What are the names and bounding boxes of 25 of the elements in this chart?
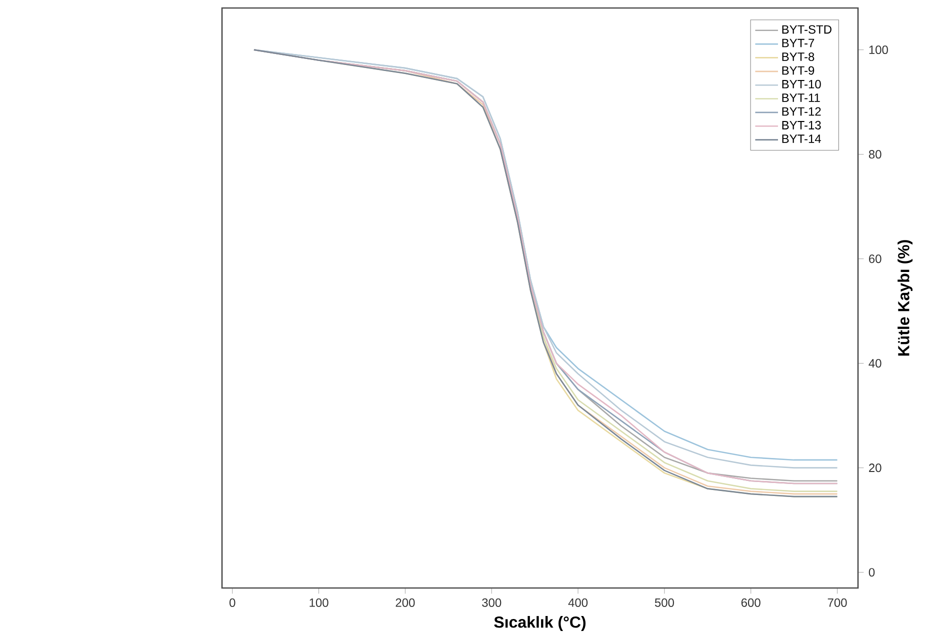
legend-label: BYT-11 bbox=[782, 93, 820, 102]
x-tick-label: 200 bbox=[396, 598, 415, 607]
x-tick-label: 400 bbox=[568, 598, 588, 607]
legend-label: BYT-12 bbox=[782, 107, 821, 116]
x-tick-label: 700 bbox=[828, 598, 847, 607]
legend-label: BYT-14 bbox=[782, 134, 821, 143]
y-tick-label: 0 bbox=[868, 568, 875, 576]
legend-label: BYT-10 bbox=[782, 80, 821, 88]
legend-label: BYT-13 bbox=[782, 120, 821, 130]
x-tick-label: 500 bbox=[654, 598, 674, 607]
legend-label: BYT-7 bbox=[782, 38, 814, 47]
legend-label: BYT-9 bbox=[782, 66, 814, 75]
x-tick-label: 100 bbox=[310, 598, 328, 607]
y-tick-label: 60 bbox=[869, 254, 882, 263]
x-tick-label: 300 bbox=[482, 598, 502, 607]
y-tick-label: 80 bbox=[868, 150, 882, 158]
legend-label: BYT-STD bbox=[782, 24, 832, 34]
y-tick-label: 100 bbox=[869, 45, 888, 54]
x-tick-label: 600 bbox=[741, 598, 760, 607]
x-tick-label: 0 bbox=[230, 598, 236, 607]
y-tick-label: 40 bbox=[868, 358, 882, 368]
x-axis-title: Sıcaklık (°C) bbox=[494, 616, 586, 631]
y-axis-title: Kütle Kaybı (%) bbox=[898, 240, 913, 356]
legend-label: BYT-8 bbox=[782, 52, 814, 61]
y-tick-label: 20 bbox=[869, 463, 882, 472]
